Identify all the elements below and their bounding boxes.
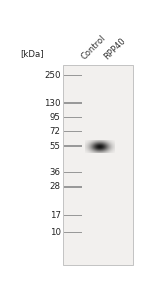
Bar [64,117,82,118]
Text: 17: 17 [50,211,61,220]
Text: 250: 250 [44,71,61,80]
Text: 36: 36 [50,168,61,177]
Bar [64,75,82,76]
Bar [64,232,82,233]
Bar [64,172,82,173]
Bar [64,186,82,188]
Text: 130: 130 [44,99,61,108]
Text: RPP40: RPP40 [102,36,128,62]
Bar [64,103,82,104]
Bar [64,145,82,147]
Text: 55: 55 [50,142,61,151]
Bar [63,65,133,265]
Text: 95: 95 [50,113,61,122]
Text: 72: 72 [50,127,61,136]
Bar [64,215,82,216]
Bar [64,131,82,132]
Text: 28: 28 [50,182,61,191]
Text: 10: 10 [50,228,61,237]
Text: [kDa]: [kDa] [20,49,44,58]
Text: Control: Control [79,34,107,62]
